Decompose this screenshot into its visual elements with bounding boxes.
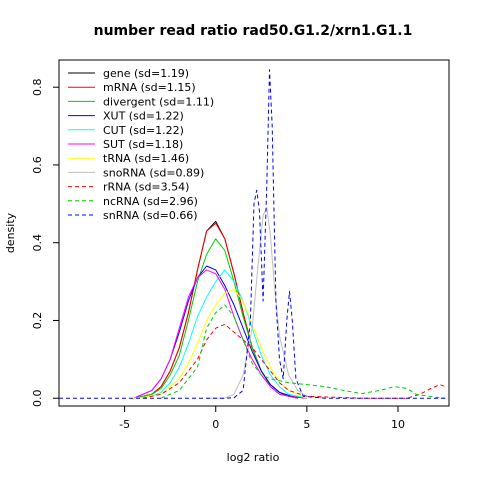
legend-label: tRNA (sd=1.46) (103, 152, 189, 165)
legend-label: snoRNA (sd=0.89) (103, 166, 204, 179)
series-line-1 (133, 222, 307, 399)
legend-label: gene (sd=1.19) (103, 67, 189, 80)
y-tick-label: 0.4 (31, 234, 44, 252)
y-tick-label: 0.2 (31, 312, 44, 330)
axes: -5 0 5 10 0.0 0.2 0.4 0.6 0.8 (31, 78, 405, 431)
series-line-0 (133, 220, 307, 399)
y-axis-label: density (4, 212, 17, 253)
y-tick-label: 0.0 (31, 389, 44, 407)
legend-label: mRNA (sd=1.15) (103, 81, 196, 94)
legend-label: SUT (sd=1.18) (103, 138, 183, 151)
series-layer (59, 69, 446, 399)
series-line-7 (206, 207, 326, 399)
x-tick-label: 5 (303, 418, 310, 431)
x-axis-label: log2 ratio (227, 451, 280, 464)
x-tick-label: -5 (119, 418, 130, 431)
series-line-9 (160, 304, 446, 399)
legend-label: rRNA (sd=3.54) (103, 181, 189, 194)
series-line-10 (59, 69, 446, 399)
series-line-6 (133, 288, 308, 399)
x-tick-label: 10 (391, 418, 405, 431)
series-line-4 (133, 269, 308, 399)
chart-title: number read ratio rad50.G1.2/xrn1.G1.1 (94, 23, 413, 39)
y-tick-label: 0.6 (31, 156, 44, 174)
legend-label: divergent (sd=1.11) (103, 95, 214, 108)
series-line-8 (142, 323, 446, 399)
legend-label: CUT (sd=1.22) (103, 124, 184, 137)
legend-label: ncRNA (sd=2.96) (103, 195, 198, 208)
x-tick-label: 0 (212, 418, 219, 431)
y-tick-label: 0.8 (31, 78, 44, 96)
plot-frame (58, 59, 450, 407)
series-line-5 (133, 269, 298, 399)
legend: gene (sd=1.19)mRNA (sd=1.15)divergent (s… (68, 67, 214, 222)
legend-label: XUT (sd=1.22) (103, 110, 184, 123)
legend-label: snRNA (sd=0.66) (103, 209, 198, 222)
